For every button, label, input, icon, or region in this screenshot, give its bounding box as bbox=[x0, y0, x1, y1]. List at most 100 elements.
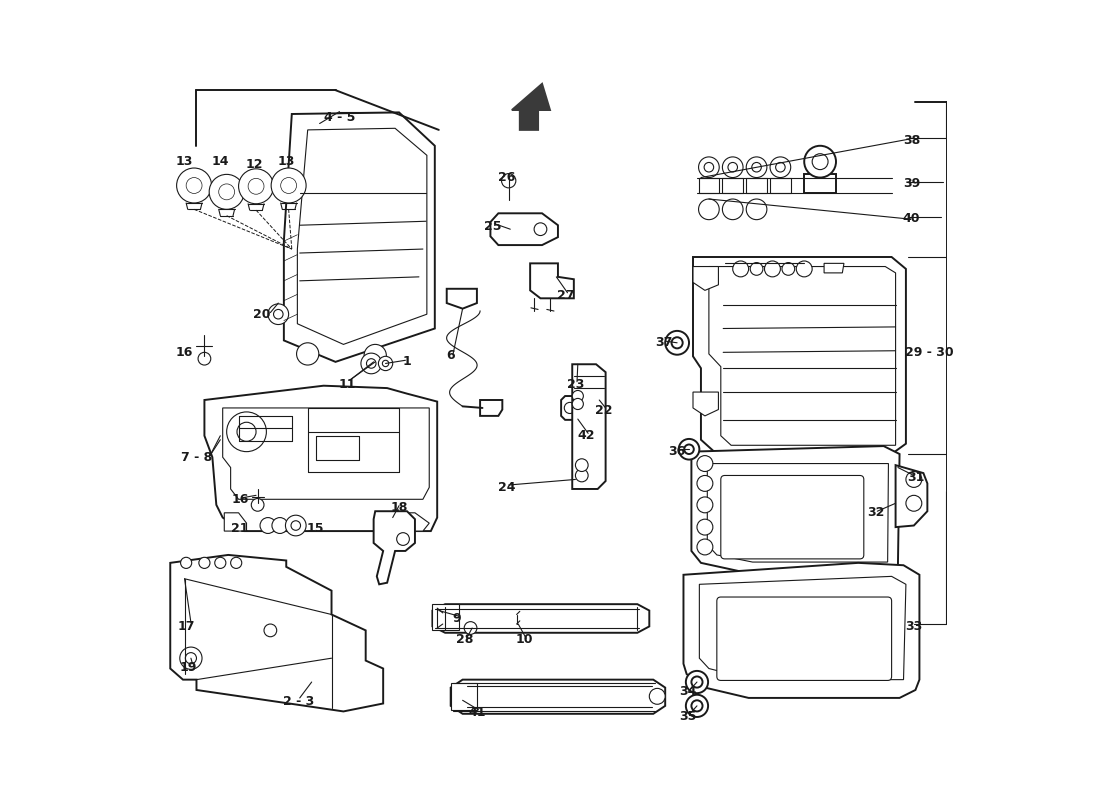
Text: 16: 16 bbox=[176, 346, 194, 359]
Circle shape bbox=[698, 157, 719, 178]
Circle shape bbox=[728, 162, 737, 172]
Text: 17: 17 bbox=[177, 620, 195, 633]
FancyBboxPatch shape bbox=[717, 597, 892, 681]
Circle shape bbox=[697, 475, 713, 491]
Circle shape bbox=[268, 304, 288, 325]
Polygon shape bbox=[804, 174, 836, 194]
Circle shape bbox=[535, 223, 547, 235]
Circle shape bbox=[733, 261, 749, 277]
Circle shape bbox=[750, 262, 763, 275]
Text: 25: 25 bbox=[484, 220, 502, 234]
Circle shape bbox=[649, 688, 666, 704]
Circle shape bbox=[219, 184, 234, 200]
Circle shape bbox=[751, 162, 761, 172]
Circle shape bbox=[666, 331, 689, 354]
Circle shape bbox=[679, 439, 700, 459]
Circle shape bbox=[697, 497, 713, 513]
Text: 13: 13 bbox=[277, 155, 295, 168]
Text: 13: 13 bbox=[176, 155, 194, 168]
Polygon shape bbox=[447, 289, 477, 309]
Polygon shape bbox=[700, 576, 906, 680]
Circle shape bbox=[231, 558, 242, 569]
Circle shape bbox=[186, 178, 202, 194]
Polygon shape bbox=[491, 214, 558, 245]
Text: 20: 20 bbox=[253, 308, 271, 321]
Polygon shape bbox=[561, 396, 597, 420]
Polygon shape bbox=[698, 178, 719, 194]
Circle shape bbox=[812, 154, 828, 170]
Polygon shape bbox=[530, 263, 574, 298]
Text: 18: 18 bbox=[390, 501, 408, 514]
Circle shape bbox=[378, 356, 393, 370]
Polygon shape bbox=[451, 683, 477, 710]
Circle shape bbox=[764, 261, 780, 277]
Circle shape bbox=[239, 169, 274, 204]
Text: 29 - 30: 29 - 30 bbox=[905, 346, 954, 359]
Circle shape bbox=[572, 390, 583, 402]
Circle shape bbox=[361, 353, 382, 374]
Circle shape bbox=[236, 422, 256, 442]
Circle shape bbox=[214, 558, 225, 569]
Text: 36: 36 bbox=[669, 445, 685, 458]
Circle shape bbox=[697, 456, 713, 471]
Text: 14: 14 bbox=[211, 155, 229, 168]
Circle shape bbox=[746, 157, 767, 178]
Polygon shape bbox=[170, 555, 383, 711]
Text: 12: 12 bbox=[245, 158, 263, 170]
Text: 28: 28 bbox=[455, 634, 473, 646]
Polygon shape bbox=[572, 364, 606, 489]
Circle shape bbox=[251, 498, 264, 511]
Circle shape bbox=[692, 677, 703, 687]
Text: 9: 9 bbox=[452, 612, 461, 625]
Polygon shape bbox=[512, 84, 550, 130]
Text: 35: 35 bbox=[679, 710, 696, 722]
Circle shape bbox=[723, 199, 744, 220]
Circle shape bbox=[686, 671, 708, 693]
Text: 4 - 5: 4 - 5 bbox=[323, 111, 355, 125]
Circle shape bbox=[209, 174, 244, 210]
Text: 32: 32 bbox=[867, 506, 884, 519]
Polygon shape bbox=[683, 563, 920, 698]
Polygon shape bbox=[746, 178, 767, 194]
Circle shape bbox=[264, 624, 277, 637]
Circle shape bbox=[704, 162, 714, 172]
Circle shape bbox=[198, 352, 211, 365]
Text: 10: 10 bbox=[516, 634, 534, 646]
Text: 40: 40 bbox=[903, 212, 921, 226]
Circle shape bbox=[199, 558, 210, 569]
Polygon shape bbox=[205, 386, 437, 531]
Polygon shape bbox=[895, 465, 927, 527]
Circle shape bbox=[906, 495, 922, 511]
Circle shape bbox=[572, 398, 583, 410]
Circle shape bbox=[564, 402, 575, 414]
Polygon shape bbox=[297, 128, 427, 344]
Circle shape bbox=[280, 178, 297, 194]
Circle shape bbox=[366, 358, 376, 368]
Text: 34: 34 bbox=[679, 685, 696, 698]
Text: 6: 6 bbox=[447, 349, 455, 362]
Circle shape bbox=[260, 518, 276, 534]
Circle shape bbox=[249, 178, 264, 194]
Polygon shape bbox=[692, 446, 900, 573]
Circle shape bbox=[272, 518, 288, 534]
Text: 41: 41 bbox=[469, 706, 486, 718]
Circle shape bbox=[297, 342, 319, 365]
Text: 1: 1 bbox=[403, 355, 411, 368]
Circle shape bbox=[692, 700, 703, 711]
Text: 31: 31 bbox=[906, 471, 924, 484]
Text: 42: 42 bbox=[578, 430, 594, 442]
Polygon shape bbox=[432, 604, 459, 630]
Circle shape bbox=[464, 622, 477, 634]
Polygon shape bbox=[284, 113, 434, 362]
Text: 27: 27 bbox=[557, 289, 574, 302]
Polygon shape bbox=[693, 266, 718, 290]
Circle shape bbox=[723, 157, 744, 178]
Circle shape bbox=[364, 344, 386, 366]
Circle shape bbox=[804, 146, 836, 178]
Circle shape bbox=[697, 519, 713, 535]
Circle shape bbox=[697, 539, 713, 555]
Circle shape bbox=[180, 558, 191, 569]
Text: 11: 11 bbox=[339, 378, 356, 390]
Circle shape bbox=[575, 458, 589, 471]
Circle shape bbox=[272, 168, 306, 203]
